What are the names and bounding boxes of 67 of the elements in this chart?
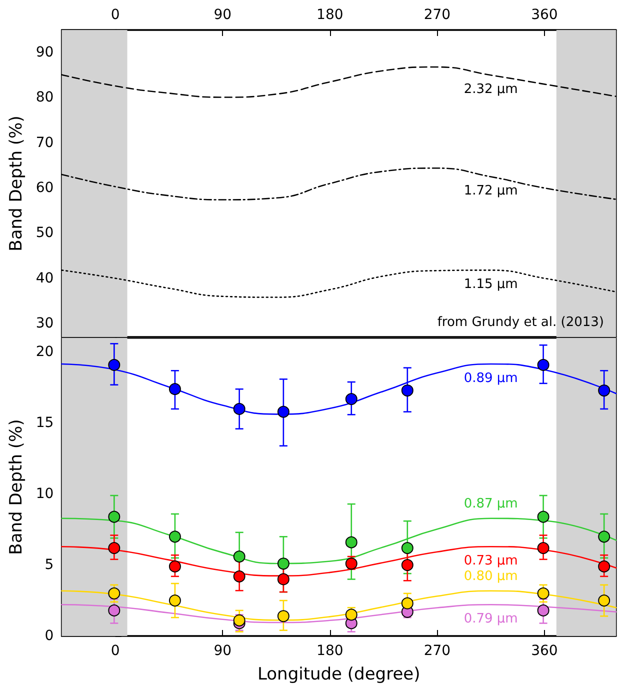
point: [168, 383, 181, 396]
y-tick-label: 60: [36, 180, 54, 196]
y-tick-label: 80: [36, 90, 54, 106]
point: [168, 594, 181, 607]
point: [401, 597, 414, 610]
y-tick-label: 50: [36, 225, 54, 242]
series-label: 1.72 μm: [464, 184, 518, 199]
y-tick-label: 5: [44, 557, 54, 574]
series-label: 2.32 μm: [464, 82, 518, 98]
point: [108, 587, 120, 600]
point: [401, 384, 414, 396]
y-tick-label: 20: [36, 344, 54, 360]
point: [233, 402, 246, 415]
point: [401, 559, 414, 572]
y-axis-title: Band Depth (%): [6, 419, 26, 555]
point: [277, 610, 290, 622]
annotation: from Grundy et al. (2013): [437, 315, 604, 330]
series-label: 0.80 μm: [464, 568, 518, 584]
point: [277, 573, 290, 586]
point: [598, 560, 610, 572]
point: [401, 542, 414, 554]
point: [345, 536, 358, 548]
point: [598, 530, 610, 543]
point: [598, 384, 610, 396]
x2-tick-label: 0: [110, 7, 120, 23]
series-label: 0.89 μm: [464, 370, 518, 386]
y-tick-label: 15: [36, 415, 54, 432]
x-axis-title: Longitude (degree): [257, 664, 420, 684]
y-tick-label: 40: [36, 270, 54, 286]
point: [537, 542, 550, 554]
x2-tick-label: 180: [316, 7, 344, 23]
x-tick-label: 180: [316, 643, 344, 659]
x2-tick-label: 90: [214, 7, 232, 23]
point: [537, 604, 550, 616]
series-label: 0.87 μm: [464, 496, 518, 512]
point: [168, 530, 181, 543]
x-tick-label: 360: [531, 643, 558, 659]
series-label: 0.79 μm: [464, 612, 518, 627]
x-tick-label: 0: [110, 643, 120, 659]
point: [598, 594, 610, 607]
x-tick-label: 270: [424, 643, 451, 659]
point: [345, 393, 358, 406]
point: [168, 560, 181, 572]
point: [277, 406, 290, 418]
x2-tick-label: 360: [531, 7, 558, 23]
point: [277, 558, 290, 570]
y-tick-label: 70: [36, 134, 54, 151]
y-tick-label: 30: [36, 315, 54, 332]
series-label: 0.73 μm: [464, 554, 518, 569]
point: [345, 608, 358, 621]
point: [233, 550, 246, 563]
y-tick-label: 90: [36, 44, 54, 61]
y-tick-label: 10: [36, 486, 54, 502]
point: [108, 542, 120, 554]
point: [233, 614, 246, 626]
point: [537, 510, 550, 523]
point: [108, 510, 120, 523]
x-tick-label: 90: [214, 643, 232, 659]
point: [108, 358, 120, 371]
point: [537, 358, 550, 371]
y-axis-title: Band Depth (%): [6, 116, 26, 252]
x2-tick-label: 270: [424, 7, 451, 23]
point: [108, 604, 120, 616]
y-tick-label: 0: [44, 628, 54, 644]
series-label: 1.15 μm: [464, 277, 518, 292]
point: [537, 587, 550, 600]
point: [233, 570, 246, 582]
